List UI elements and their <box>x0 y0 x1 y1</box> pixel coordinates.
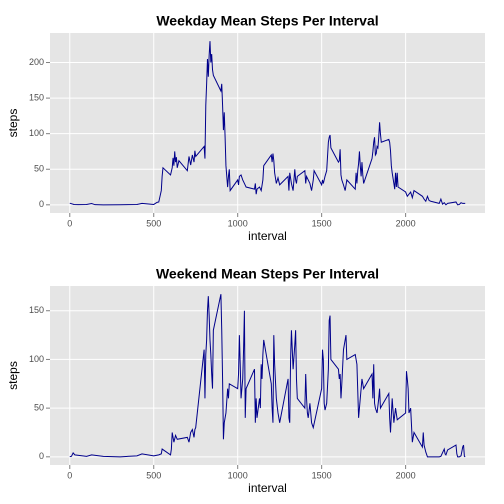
data-line <box>69 41 466 206</box>
y-tick-label: 200 <box>29 57 44 67</box>
y-axis-title: steps <box>6 361 20 390</box>
x-tick-label: 1500 <box>312 218 332 228</box>
y-tick-label: 150 <box>29 305 44 315</box>
chart-title: Weekend Mean Steps Per Interval <box>156 266 379 282</box>
y-tick-label: 100 <box>29 354 44 364</box>
x-tick-label: 0 <box>67 218 72 228</box>
x-tick-label: 2000 <box>396 470 416 480</box>
x-tick-label: 1000 <box>228 470 248 480</box>
chart-title: Weekday Mean Steps Per Interval <box>156 13 378 29</box>
x-tick-label: 1000 <box>228 218 248 228</box>
x-axis-title: interval <box>248 481 287 495</box>
x-tick-label: 0 <box>67 470 72 480</box>
data-line <box>69 294 466 458</box>
y-tick-label: 50 <box>34 403 44 413</box>
x-tick-label: 500 <box>146 470 161 480</box>
y-tick-label: 50 <box>34 164 44 174</box>
x-axis-title: interval <box>248 229 287 243</box>
y-tick-label: 0 <box>39 199 44 209</box>
y-axis-title: steps <box>6 109 20 138</box>
y-tick-label: 0 <box>39 451 44 461</box>
panel-background <box>50 33 485 213</box>
y-tick-label: 150 <box>29 92 44 102</box>
x-tick-label: 2000 <box>396 218 416 228</box>
x-tick-label: 500 <box>146 218 161 228</box>
panel-background <box>50 286 485 465</box>
y-tick-label: 100 <box>29 128 44 138</box>
x-tick-label: 1500 <box>312 470 332 480</box>
